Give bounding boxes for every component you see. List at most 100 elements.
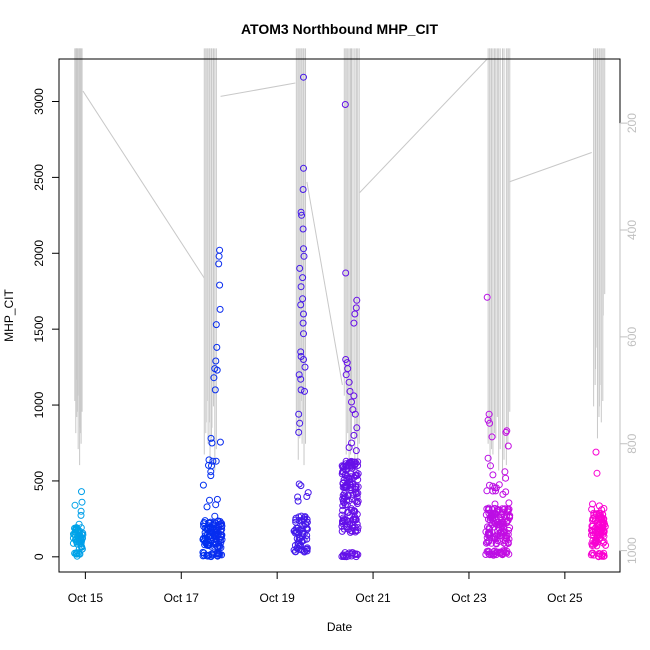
data-point <box>300 73 307 81</box>
data-point <box>345 444 353 451</box>
x-axis: Oct 15 Oct 17 Oct 19 Oct 21 Oct 23 Oct 25 <box>68 571 583 605</box>
data-point <box>484 454 492 462</box>
data-point <box>299 225 307 233</box>
x-tick-label: Oct 21 <box>355 591 391 605</box>
data-point <box>208 462 215 470</box>
data-point <box>210 532 218 540</box>
x-tick-label: Oct 17 <box>164 591 200 605</box>
data-point <box>292 548 300 556</box>
data-point <box>294 497 302 505</box>
data-point <box>339 518 347 526</box>
data-point <box>505 535 513 543</box>
data-point <box>299 274 307 282</box>
x-tick-label: Oct 25 <box>547 591 583 605</box>
data-point <box>214 550 222 558</box>
secondary-y-tick-label: 400 <box>625 220 639 240</box>
data-point <box>297 386 305 394</box>
data-point <box>295 480 303 488</box>
data-point <box>71 501 79 509</box>
data-point <box>505 499 513 507</box>
depth-connector-line <box>509 152 592 183</box>
data-point <box>483 505 491 513</box>
y-axis-right: 200 400 600 800 1000 <box>619 113 639 564</box>
data-point <box>76 538 84 546</box>
data-point <box>342 371 350 379</box>
data-point <box>296 264 304 272</box>
data-point <box>77 507 85 515</box>
data-point <box>354 551 362 559</box>
data-point <box>340 490 348 498</box>
data-point <box>501 468 509 476</box>
data-point <box>78 498 86 506</box>
data-point <box>594 521 602 529</box>
data-point <box>297 301 305 309</box>
data-point <box>490 551 498 559</box>
data-point <box>339 468 346 476</box>
data-point <box>599 511 607 519</box>
data-point <box>299 295 307 303</box>
data-point <box>299 186 307 193</box>
data-point <box>301 387 308 395</box>
data-point <box>494 537 501 545</box>
data-point <box>503 517 511 525</box>
data-point <box>298 537 306 545</box>
data-point <box>300 245 307 253</box>
data-point <box>207 472 215 480</box>
data-point <box>202 538 210 546</box>
data-point <box>213 366 221 374</box>
y-tick-label: 500 <box>32 471 46 491</box>
data-point <box>350 392 358 400</box>
y-axis-left: 0 500 1000 1500 2000 2500 3000 <box>32 88 60 560</box>
data-point <box>345 477 353 485</box>
data-point <box>593 542 601 550</box>
data-point <box>348 462 356 469</box>
depth-connector-line <box>306 181 343 386</box>
data-point <box>488 433 496 441</box>
data-point <box>353 510 361 518</box>
data-point <box>504 442 512 450</box>
data-point <box>213 495 221 503</box>
data-point <box>491 547 499 555</box>
data-point <box>216 520 224 528</box>
data-point <box>218 523 226 530</box>
data-point <box>597 523 605 531</box>
data-point <box>489 510 497 518</box>
x-tick-label: Oct 15 <box>68 591 104 605</box>
data-point <box>210 374 218 382</box>
data-point <box>484 523 491 531</box>
depth-series <box>74 48 606 482</box>
data-point <box>602 541 610 549</box>
secondary-y-tick-label: 800 <box>625 433 639 453</box>
data-point <box>205 456 213 464</box>
data-point <box>206 528 214 536</box>
data-point <box>295 428 303 436</box>
data-point <box>352 490 360 498</box>
data-point <box>216 438 224 446</box>
data-point <box>211 529 219 537</box>
data-point <box>591 538 599 546</box>
data-point <box>303 515 311 523</box>
data-point <box>351 410 359 418</box>
data-point <box>297 283 305 291</box>
data-point <box>295 410 303 418</box>
y-tick-label: 2500 <box>32 164 46 191</box>
data-point <box>78 488 85 496</box>
data-point <box>483 487 491 495</box>
data-point <box>504 539 512 547</box>
data-point <box>600 538 608 546</box>
data-point <box>339 502 347 510</box>
data-point <box>212 357 220 365</box>
data-point <box>483 293 491 301</box>
y-tick-label: 1000 <box>32 391 46 418</box>
data-point <box>298 517 306 524</box>
data-point <box>491 500 499 508</box>
data-point <box>291 526 299 534</box>
data-point <box>491 511 499 518</box>
data-point <box>348 398 355 406</box>
y-tick-label: 1500 <box>32 315 46 342</box>
data-point <box>593 469 601 477</box>
data-point <box>299 515 307 523</box>
data-point <box>215 260 223 268</box>
data-point <box>599 530 607 538</box>
